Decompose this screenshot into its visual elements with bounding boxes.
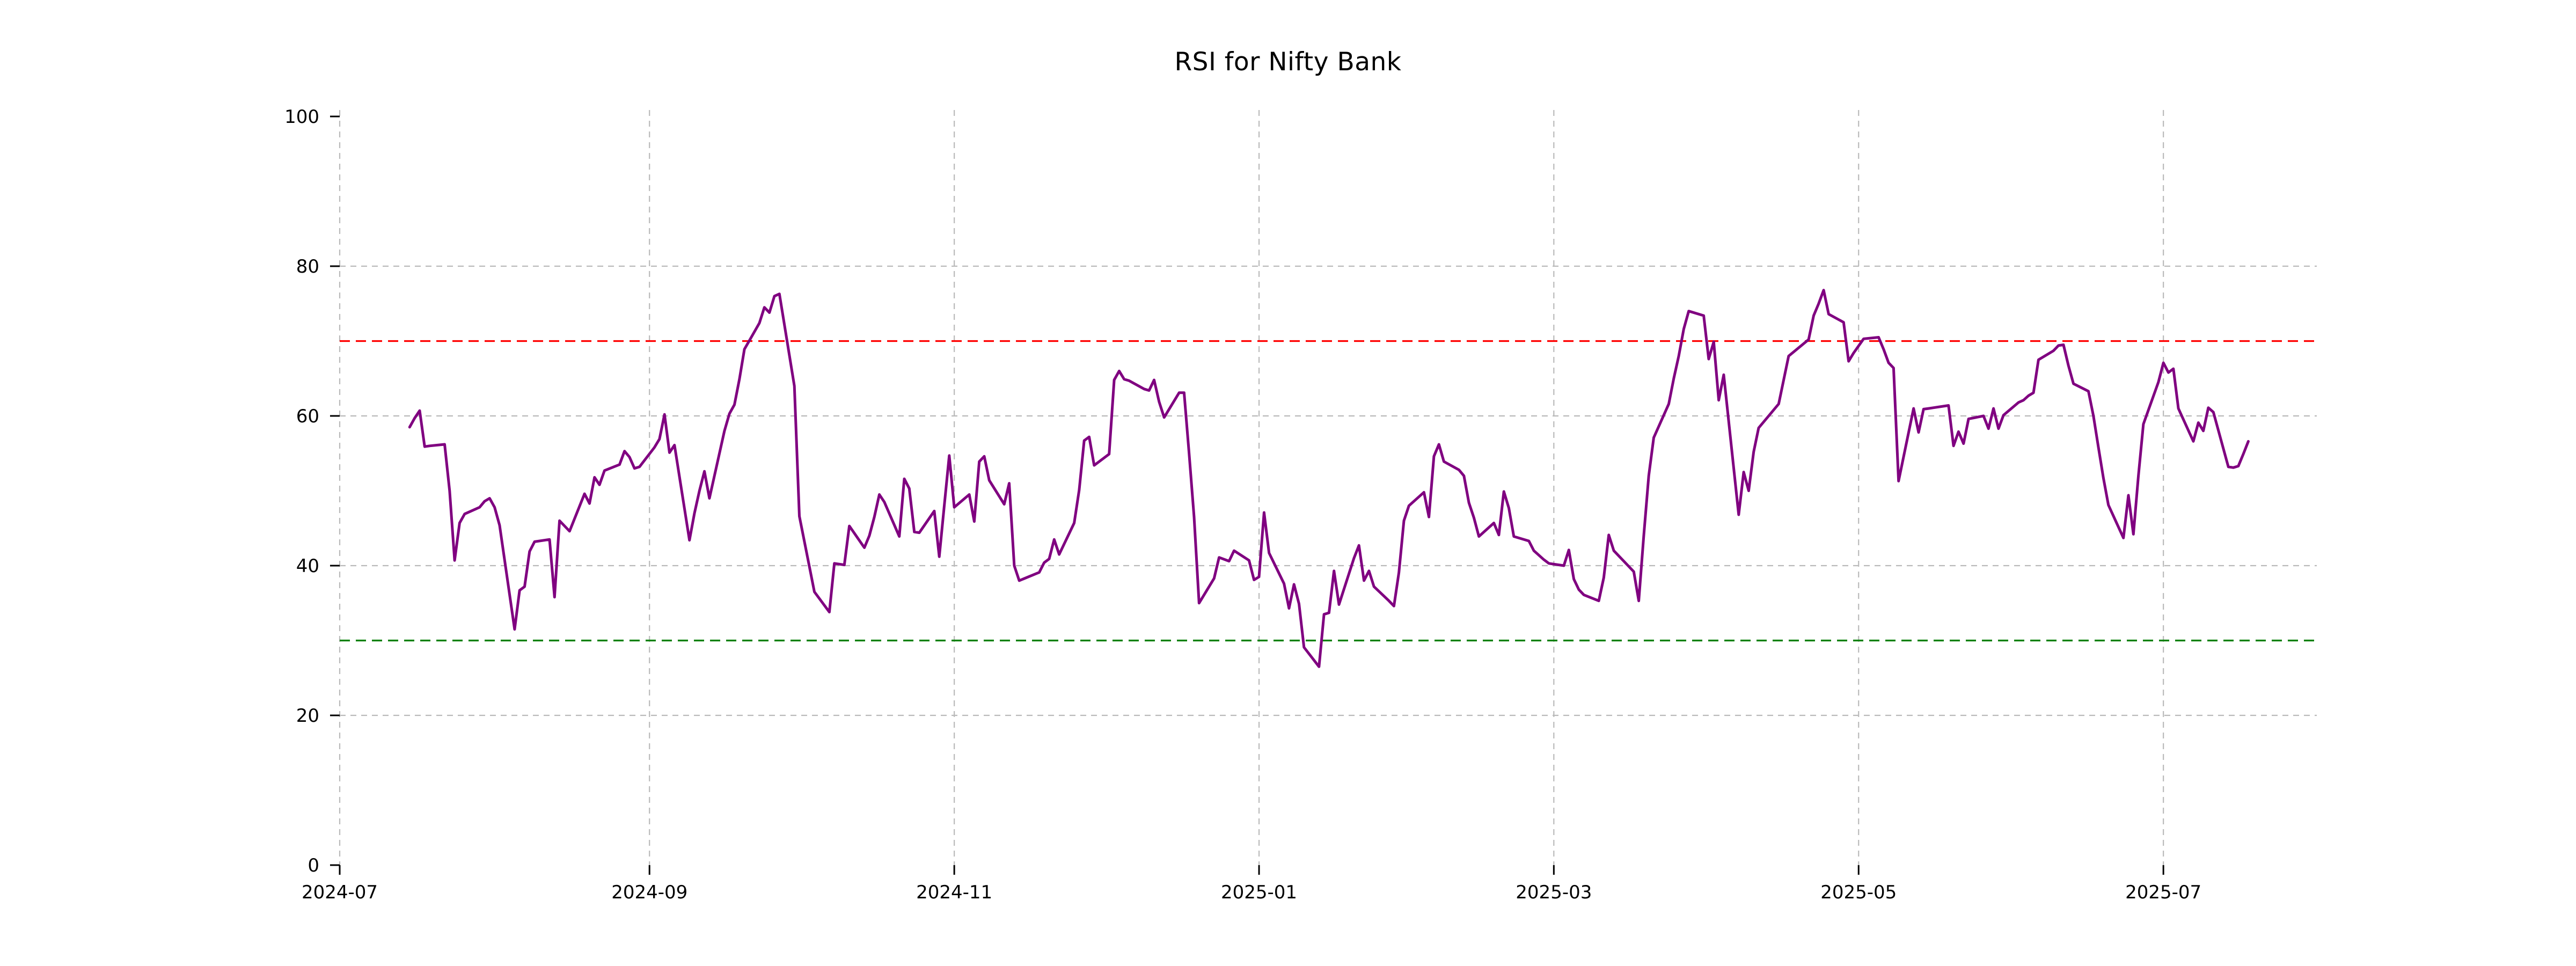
y-tick-label: 100 — [284, 106, 319, 128]
y-tick-label: 60 — [296, 406, 319, 427]
x-tick-label: 2024-09 — [611, 882, 687, 903]
y-tick-label: 20 — [296, 705, 319, 727]
x-tick-label: 2025-05 — [1820, 882, 1897, 903]
x-tick-label: 2024-11 — [916, 882, 992, 903]
x-tick-label: 2024-07 — [302, 882, 378, 903]
y-tick-label: 40 — [296, 555, 319, 577]
chart-title: RSI for Nifty Bank — [1174, 47, 1402, 77]
x-tick-label: 2025-01 — [1221, 882, 1297, 903]
x-tick-label: 2025-07 — [2125, 882, 2201, 903]
rsi-line — [408, 289, 2250, 668]
y-tick-label: 0 — [308, 855, 319, 876]
y-tick-label: 80 — [296, 256, 319, 277]
x-tick-label: 2025-03 — [1516, 882, 1592, 903]
